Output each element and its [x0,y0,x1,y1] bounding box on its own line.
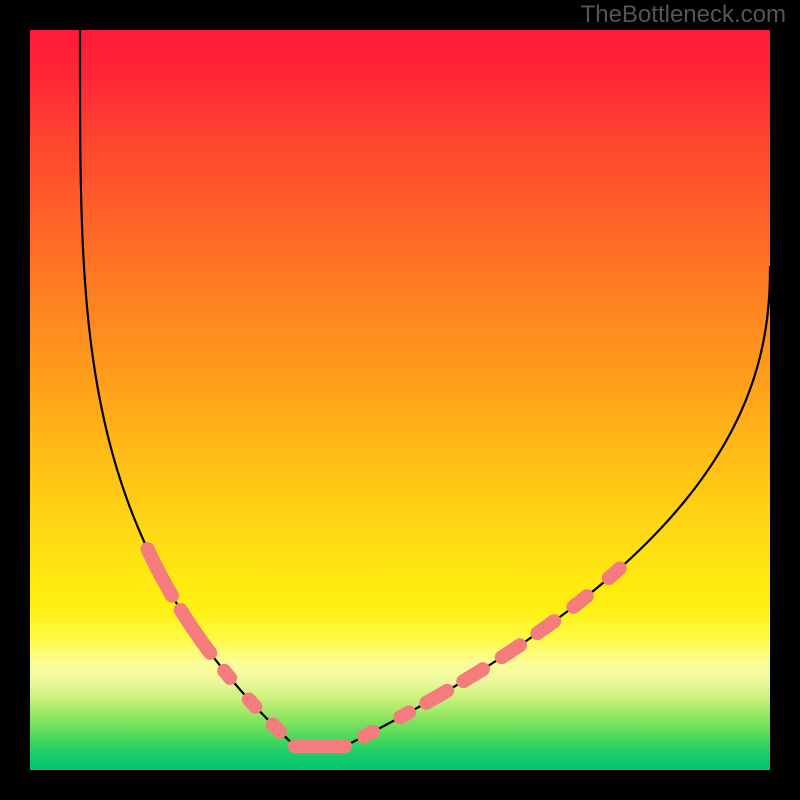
plot-area [30,30,770,770]
curve-marker-segment [224,671,230,678]
watermark-text: TheBottleneck.com [581,1,786,28]
curve-marker-segment [609,568,620,578]
curve-marker-segment [364,732,373,737]
bottleneck-chart: TheBottleneck.com [0,0,800,800]
chart-svg: TheBottleneck.com [0,0,800,800]
curve-marker-segment [273,725,280,732]
curve-marker-segment [537,621,554,633]
curve-marker-segment [400,712,409,717]
curve-marker-segment [573,596,586,607]
curve-marker-segment [249,699,256,706]
